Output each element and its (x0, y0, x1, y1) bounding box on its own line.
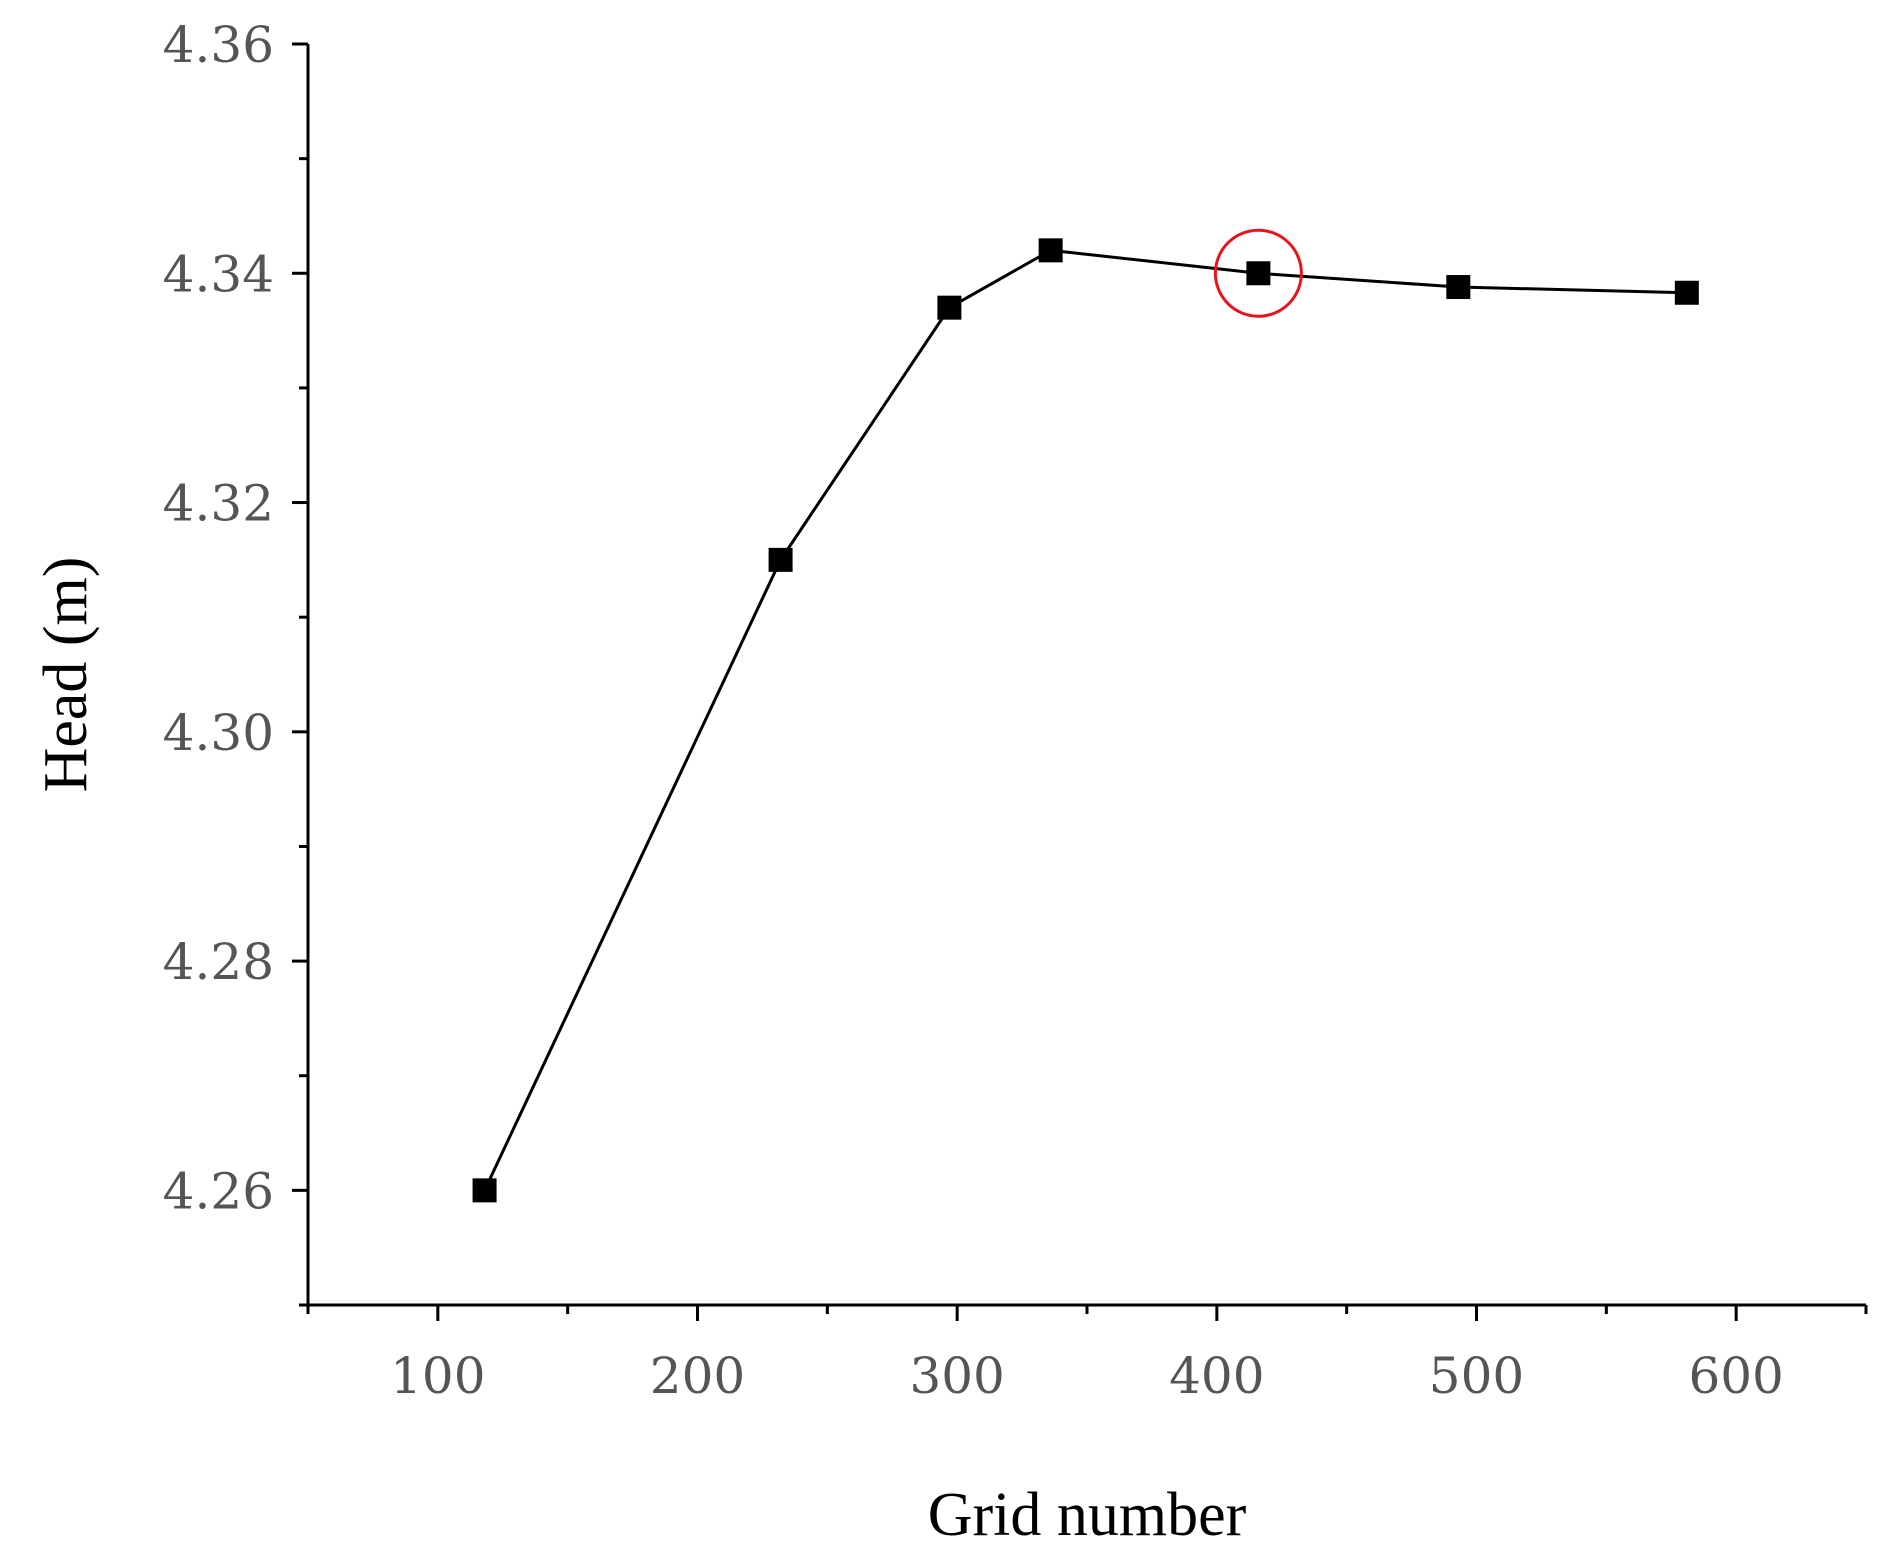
data-point-marker (1038, 238, 1063, 263)
y-tick-label: 4.28 (163, 933, 274, 991)
x-tick-label: 400 (1169, 1347, 1264, 1405)
data-point-marker (1674, 280, 1699, 305)
x-tick-label: 100 (390, 1347, 485, 1405)
data-point-marker (937, 295, 962, 320)
y-tick-label: 4.34 (163, 245, 274, 303)
data-point-marker (472, 1178, 497, 1203)
x-tick-label: 200 (650, 1347, 745, 1405)
x-tick-label: 300 (909, 1347, 1004, 1405)
y-axis-ticks: 4.26 4.28 4.30 4.32 4.34 4.36 (163, 16, 308, 1307)
y-tick-label: 4.32 (163, 475, 274, 533)
x-tick-label: 500 (1429, 1347, 1524, 1405)
series-group (472, 228, 1699, 1203)
y-tick-label: 4.36 (163, 16, 274, 74)
axes (306, 44, 1866, 1307)
y-tick-label: 4.26 (163, 1162, 274, 1220)
y-tick-label: 4.30 (163, 704, 274, 762)
highlight-circle (1213, 228, 1303, 318)
y-axis-title: Head (m) (32, 557, 100, 793)
x-axis-title: Grid number (928, 1481, 1247, 1549)
series-line (483, 248, 1687, 1192)
data-point-marker (1446, 275, 1471, 300)
data-point-marker (1246, 261, 1271, 286)
x-axis-ticks: 100 200 300 400 500 600 (306, 1305, 1868, 1405)
data-point-marker (768, 547, 793, 572)
x-tick-label: 600 (1688, 1347, 1783, 1405)
